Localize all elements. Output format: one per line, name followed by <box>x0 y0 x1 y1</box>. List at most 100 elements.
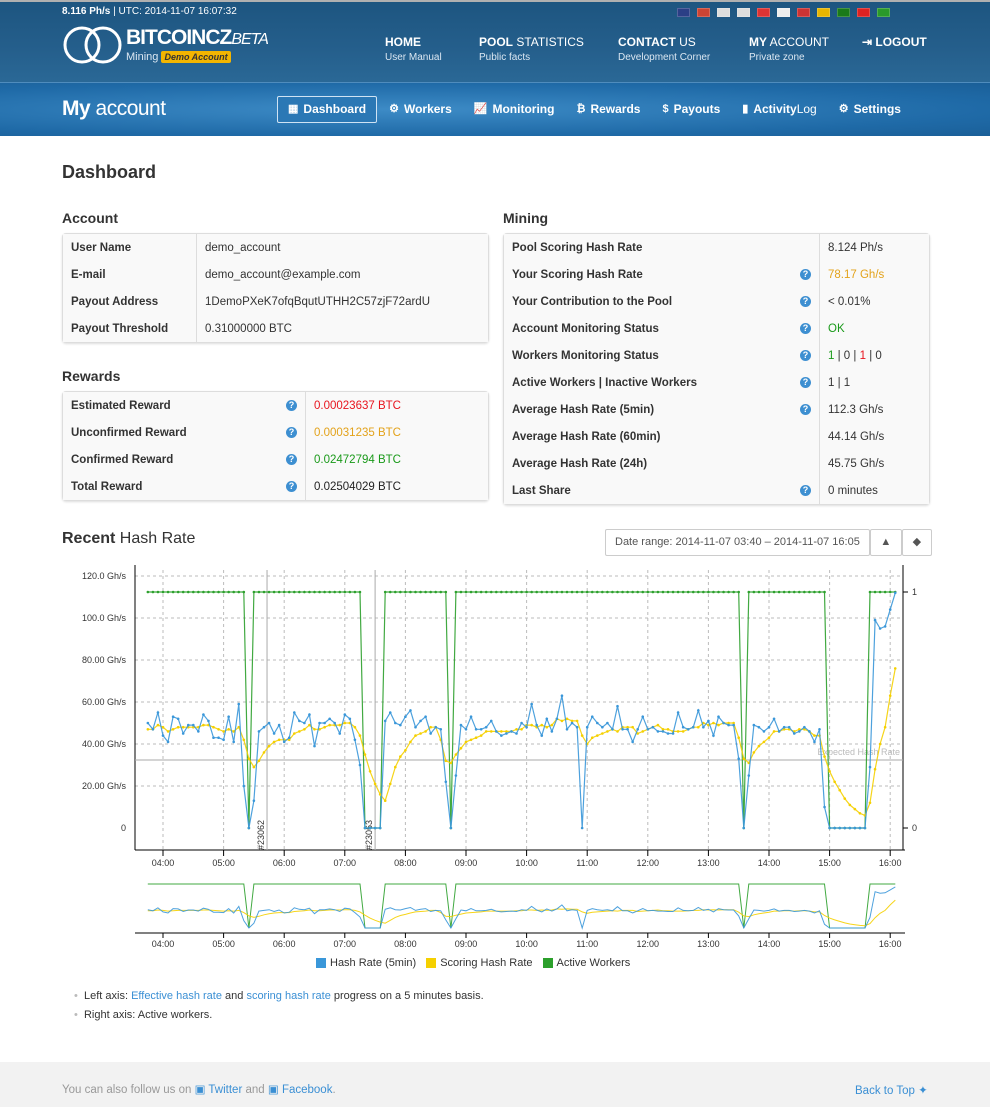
data-point <box>813 740 816 744</box>
data-point <box>479 734 483 737</box>
series-line-hash-rate-min- <box>147 592 896 829</box>
data-point <box>192 590 195 594</box>
tab-rewards[interactable]: ₿ Rewards <box>566 96 650 123</box>
facebook-link[interactable]: ▣ Facebook <box>267 1084 333 1096</box>
x-tick-label: 04:00 <box>152 858 175 868</box>
data-point <box>530 702 533 706</box>
area-chart-icon[interactable]: ▲ <box>869 529 902 556</box>
nav-item-1[interactable]: POOL STATISTICS Public facts <box>479 35 584 63</box>
data-point <box>424 590 427 594</box>
data-point <box>343 713 347 716</box>
data-point <box>525 590 528 594</box>
flag-es-icon[interactable] <box>817 8 830 17</box>
data-point <box>394 721 397 725</box>
data-point <box>707 590 710 594</box>
legend-item[interactable]: Hash Rate (5min) <box>316 957 416 969</box>
flag-eo-icon[interactable] <box>877 8 890 17</box>
account-row: User Name demo_account <box>63 234 488 261</box>
data-point <box>782 590 786 594</box>
flag-de-icon[interactable] <box>697 8 710 17</box>
flag-ru-icon[interactable] <box>737 8 750 17</box>
nav-item-0[interactable]: HOME User Manual <box>385 35 442 63</box>
data-point <box>893 591 897 595</box>
help-icon[interactable]: ? <box>800 295 811 307</box>
data-point <box>439 728 443 731</box>
tab-dashboard[interactable]: ▦ Dashboard <box>277 96 378 123</box>
help-icon[interactable]: ? <box>800 322 811 334</box>
help-icon[interactable]: ? <box>286 426 297 438</box>
data-point <box>515 732 518 735</box>
data-point <box>570 719 574 723</box>
data-point <box>767 725 771 729</box>
data-point <box>500 734 503 737</box>
help-icon[interactable]: ? <box>800 376 811 388</box>
tab-activity[interactable]: ▮ Activity Log <box>732 96 826 123</box>
data-point <box>712 734 715 737</box>
rewards-heading: Rewards <box>62 368 121 384</box>
data-point <box>823 805 826 809</box>
mining-row: Average Hash Rate (24h) 45.75 Gh/s <box>504 450 929 477</box>
date-range-button[interactable]: Date range: 2014-11-07 03:40 – 2014-11-0… <box>605 529 870 556</box>
help-icon[interactable]: ? <box>800 268 811 280</box>
expected-hash-rate-label: Expected Hash Rate <box>817 747 900 757</box>
data-point <box>156 590 160 594</box>
data-point <box>500 730 503 733</box>
nav-item-2[interactable]: CONTACT US Development Corner <box>618 35 711 63</box>
help-icon[interactable]: ? <box>286 480 297 492</box>
help-icon[interactable]: ? <box>800 484 811 496</box>
data-point <box>560 694 564 697</box>
flag-pt-icon[interactable] <box>837 8 850 17</box>
help-icon[interactable]: ? <box>800 349 811 361</box>
data-point <box>616 704 619 708</box>
data-point <box>545 590 549 594</box>
legend-item[interactable]: Active Workers <box>542 957 630 969</box>
data-point <box>772 730 776 733</box>
flag-en-icon[interactable] <box>677 8 690 17</box>
data-point <box>611 728 614 731</box>
tab-payouts[interactable]: $ Payouts <box>652 96 730 123</box>
flag-cn-icon[interactable] <box>857 8 870 17</box>
back-to-top-link[interactable]: Back to Top ✦ <box>855 1085 928 1097</box>
data-point <box>237 590 241 594</box>
tab-workers[interactable]: ⚙ Workers <box>379 96 462 123</box>
tab-settings[interactable]: ⚙ Settings <box>829 96 911 123</box>
data-point <box>651 725 655 729</box>
data-point <box>823 755 826 758</box>
logout-link[interactable]: ⇥ LOGOUT <box>862 35 927 49</box>
effective-hash-rate-link[interactable]: Effective hash rate <box>131 990 222 1002</box>
data-point <box>267 590 271 594</box>
data-point <box>666 590 670 594</box>
flag-nl-icon[interactable] <box>797 8 810 17</box>
flag-cz-icon[interactable] <box>757 8 770 17</box>
data-point <box>328 717 331 721</box>
overview-chart[interactable]: 04:00 05:00 06:00 07:00 08:00 09:00 10:00 11:00… <box>62 875 930 955</box>
data-point <box>328 723 331 727</box>
data-point <box>575 719 579 723</box>
help-icon[interactable]: ? <box>286 453 297 465</box>
help-icon[interactable]: ? <box>800 403 811 415</box>
data-point <box>217 728 220 731</box>
data-point <box>212 590 215 594</box>
twitter-link[interactable]: ▣ Twitter <box>194 1084 243 1096</box>
data-point <box>853 807 857 811</box>
help-icon[interactable]: ? <box>286 399 297 411</box>
data-point <box>222 590 225 594</box>
data-point <box>555 717 559 721</box>
flag-fr-icon[interactable] <box>717 8 730 17</box>
account-table: User Name demo_account E-mail demo_account@… <box>62 233 489 343</box>
data-point <box>681 725 685 729</box>
data-point <box>237 725 241 729</box>
data-point <box>192 723 195 727</box>
tag-icon[interactable]: ◆ <box>901 529 932 556</box>
data-point <box>171 715 175 718</box>
flag-pl-icon[interactable] <box>777 8 790 17</box>
data-point <box>798 730 801 733</box>
scoring-hash-rate-link[interactable]: scoring hash rate <box>246 990 331 1002</box>
data-point <box>828 826 831 830</box>
data-point <box>596 734 599 737</box>
nav-item-3[interactable]: MY ACCOUNT Private zone <box>749 35 830 63</box>
data-point <box>823 590 826 594</box>
data-point <box>252 765 256 769</box>
tab-monitoring[interactable]: 📈 Monitoring <box>464 96 565 123</box>
legend-item[interactable]: Scoring Hash Rate <box>426 957 533 969</box>
